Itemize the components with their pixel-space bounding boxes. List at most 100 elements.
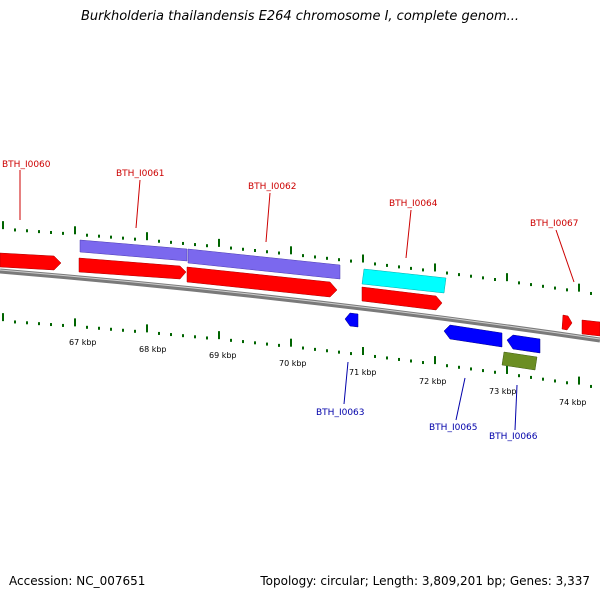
label-bth-i0067[interactable]: BTH_I0067 (530, 219, 579, 229)
gene-bth-i0061[interactable] (79, 239, 188, 262)
minor-tick (278, 343, 280, 347)
minor-tick (122, 236, 124, 240)
gene-bth-i0064[interactable] (361, 268, 447, 294)
minor-tick (182, 334, 184, 338)
gene-bth-i0066[interactable] (506, 334, 541, 354)
scale-label: 72 kbp (419, 377, 447, 386)
minor-tick (338, 350, 340, 354)
scale-label: 70 kbp (279, 359, 307, 368)
minor-tick (518, 281, 520, 285)
major-tick (2, 221, 4, 230)
minor-tick (14, 228, 16, 232)
gene-bth-i0065[interactable] (443, 324, 503, 348)
label-bth-i0060[interactable]: BTH_I0060 (2, 160, 51, 170)
minor-tick (530, 283, 532, 287)
major-tick (218, 238, 220, 247)
accession-text: Accession: NC_007651 (9, 574, 146, 588)
reverse-label-leaders (343, 361, 518, 431)
label-bth-i0062[interactable]: BTH_I0062 (248, 182, 297, 192)
minor-tick (542, 284, 544, 288)
major-tick (362, 347, 364, 356)
minor-tick (458, 273, 460, 277)
minor-tick (254, 341, 256, 345)
minor-tick (98, 326, 100, 330)
minor-tick (266, 250, 268, 254)
minor-tick (62, 323, 64, 327)
minor-tick (386, 263, 388, 267)
minor-tick (194, 335, 196, 339)
chromosome-backbone (0, 268, 600, 343)
major-tick (146, 232, 148, 241)
minor-tick (50, 323, 52, 327)
major-tick (578, 283, 580, 292)
label-bth-i0061[interactable]: BTH_I0061 (116, 169, 165, 179)
minor-tick (26, 229, 28, 233)
minor-tick (386, 356, 388, 360)
minor-tick (566, 381, 568, 385)
map-title: Burkholderia thailandensis E264 chromoso… (80, 9, 520, 24)
minor-tick (326, 349, 328, 353)
minor-tick (194, 243, 196, 247)
minor-tick (422, 268, 424, 272)
minor-tick (302, 346, 304, 350)
minor-tick (170, 333, 172, 337)
minor-tick (530, 375, 532, 379)
minor-tick (422, 361, 424, 365)
reverse-tick-row (2, 313, 592, 388)
gene-bth-i0063[interactable] (344, 312, 359, 328)
minor-tick (122, 328, 124, 332)
minor-tick (374, 262, 376, 266)
minor-tick (470, 367, 472, 371)
minor-tick (230, 338, 232, 342)
label-bth-i0063[interactable]: BTH_I0063 (316, 408, 365, 418)
minor-tick (458, 365, 460, 369)
minor-tick (338, 258, 340, 262)
cds-bth-i0060[interactable] (0, 252, 62, 271)
cds-bth-i0067[interactable] (581, 319, 600, 337)
minor-tick (350, 259, 352, 263)
label-bth-i0065[interactable]: BTH_I0065 (429, 423, 478, 433)
minor-tick (410, 359, 412, 363)
minor-tick (398, 265, 400, 269)
minor-tick (326, 256, 328, 260)
minor-tick (482, 369, 484, 373)
minor-tick (134, 329, 136, 333)
chromosome-backbone-highlight (0, 269, 600, 340)
forward-tick-row (2, 221, 592, 295)
minor-tick (182, 241, 184, 245)
cds-bth-i0064[interactable] (361, 286, 443, 311)
minor-tick (158, 239, 160, 243)
minor-tick (62, 231, 64, 235)
minor-tick (482, 276, 484, 280)
minor-tick (38, 230, 40, 234)
minor-tick (86, 233, 88, 237)
minor-tick (206, 336, 208, 340)
minor-tick (494, 370, 496, 374)
gene-bth-i0066-feature[interactable] (501, 351, 538, 371)
minor-tick (134, 237, 136, 241)
minor-tick (350, 352, 352, 356)
cds-bth-i0062[interactable] (186, 266, 338, 298)
label-bth-i0066[interactable]: BTH_I0066 (489, 432, 538, 442)
scale-label: 73 kbp (489, 387, 517, 396)
cds-bth-i0061[interactable] (78, 257, 187, 280)
minor-tick (158, 331, 160, 335)
minor-tick (278, 251, 280, 255)
cds-bth-i0067-small[interactable] (561, 314, 573, 331)
minor-tick (254, 248, 256, 252)
label-bth-i0064[interactable]: BTH_I0064 (389, 199, 438, 209)
minor-tick (14, 320, 16, 324)
minor-tick (50, 230, 52, 234)
gene-bth-i0062[interactable] (187, 248, 341, 280)
minor-tick (38, 322, 40, 326)
minor-tick (554, 379, 556, 383)
minor-tick (398, 357, 400, 361)
minor-tick (446, 271, 448, 275)
minor-tick (518, 374, 520, 378)
minor-tick (566, 288, 568, 292)
minor-tick (86, 325, 88, 329)
minor-tick (266, 342, 268, 346)
minor-tick (110, 327, 112, 331)
scale-label: 68 kbp (139, 345, 167, 354)
